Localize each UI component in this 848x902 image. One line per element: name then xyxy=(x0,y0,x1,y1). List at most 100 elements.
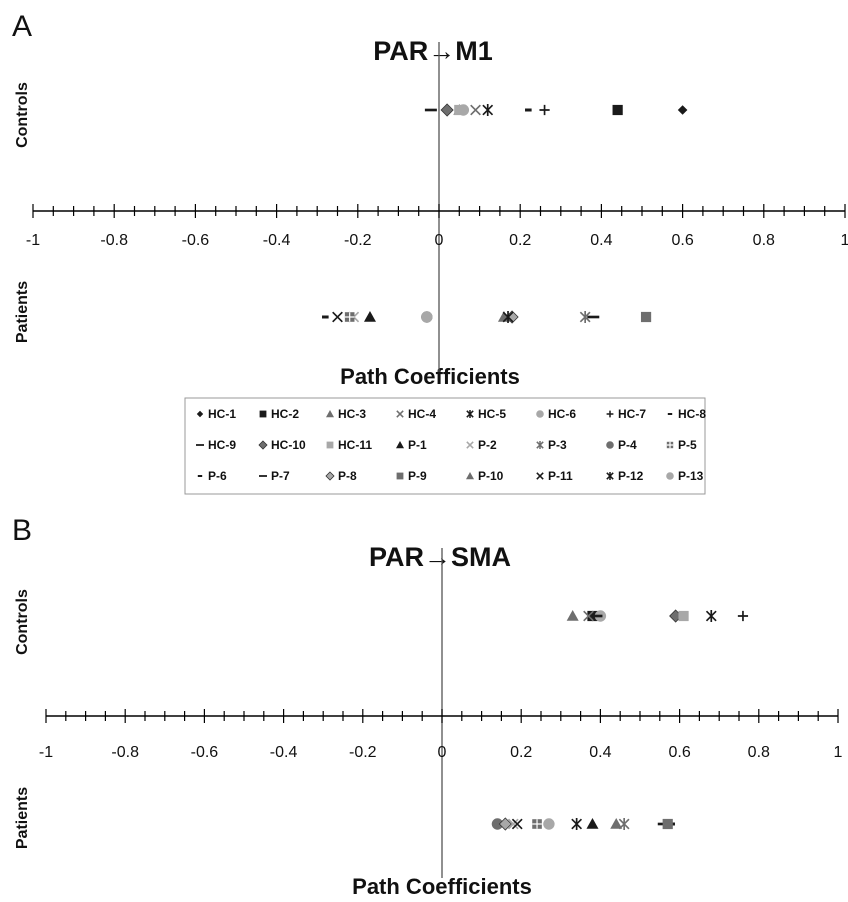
panel-a-marks xyxy=(322,103,688,324)
legend-label-p-10: P-10 xyxy=(478,469,504,483)
panel-a-tick-label: 1 xyxy=(841,232,848,249)
panel-b-patients-label: Patients xyxy=(14,787,31,849)
panel-b-point-p-9 xyxy=(662,818,673,830)
panel-a-point-p-6 xyxy=(322,315,329,319)
legend-item-p-1: P-1 xyxy=(396,438,427,452)
panel-a-axes: -1 -0.8 -0.6 -0.4 -0.2 0 0.2 0.4 0.6 0.8 1 xyxy=(26,42,848,372)
legend-marker-p-12 xyxy=(606,472,614,480)
legend-label-hc-4: HC-4 xyxy=(408,407,436,421)
panel-b-tick-label: -1 xyxy=(39,744,53,761)
legend-item-hc-1: HC-1 xyxy=(196,407,236,421)
legend-marker-hc-9 xyxy=(196,444,204,446)
panel-b-tick-label: 1 xyxy=(834,744,843,761)
panel-a-point-hc-10 xyxy=(440,103,454,117)
panel-b-tick-label: 0.2 xyxy=(510,744,532,761)
panel-a-point-hc-4 xyxy=(470,104,481,116)
legend-label-p-7: P-7 xyxy=(271,469,290,483)
legend-item-hc-10: HC-10 xyxy=(258,438,306,452)
panel-b-tick-label: 0.6 xyxy=(668,744,690,761)
legend-item-p-10: P-10 xyxy=(466,469,504,483)
legend-marker-p-1 xyxy=(396,441,404,449)
panel-letter-a: A xyxy=(12,10,32,43)
legend-marker-p-11 xyxy=(536,472,544,480)
legend-label-p-8: P-8 xyxy=(338,469,357,483)
panel-b-point-hc-7 xyxy=(737,610,749,622)
legend-marker-p-5 xyxy=(666,441,674,449)
legend-marker-p-9 xyxy=(396,472,404,480)
legend-label-hc-6: HC-6 xyxy=(548,407,576,421)
panel-a-tick-label: 0.2 xyxy=(509,232,531,249)
legend-marker-hc-10 xyxy=(258,440,268,450)
panel-b-point-p-2 xyxy=(507,818,519,830)
panel-b-xlabel: Path Coefficients xyxy=(352,874,532,899)
panel-a-point-p-3 xyxy=(579,311,591,323)
legend-label-p-5: P-5 xyxy=(678,438,697,452)
panel-a-point-p-9 xyxy=(640,311,652,323)
panel-a-tick-label: -0.8 xyxy=(100,232,128,249)
panel-b-point-hc-11 xyxy=(678,610,689,622)
legend-item-hc-4: HC-4 xyxy=(396,407,436,421)
legend-label-hc-11: HC-11 xyxy=(338,438,372,452)
legend-marker-hc-6 xyxy=(536,410,544,418)
panel-b-tick-label: -0.2 xyxy=(349,744,377,761)
legend: HC-1 HC-2 HC-3 HC-4 HC-5 HC-6 HC-7 HC-8 HC-9 HC-1… xyxy=(184,397,706,495)
panel-b-point-p-12 xyxy=(571,818,583,830)
panel-b-point-p-4 xyxy=(491,818,504,830)
legend-marker-hc-7 xyxy=(606,410,614,418)
legend-marker-hc-2 xyxy=(259,410,267,418)
panel-a-tick-label: 0.8 xyxy=(753,232,775,249)
panel-a-title: PAR→M1 xyxy=(373,36,493,66)
legend-item-hc-3: HC-3 xyxy=(326,407,366,421)
panel-a: A PAR→M1 Controls Patients Path Coeffici… xyxy=(12,10,848,389)
legend-label-p-2: P-2 xyxy=(478,438,497,452)
legend-item-p-5: P-5 xyxy=(666,438,697,452)
legend-marker-p-7 xyxy=(259,475,267,477)
legend-marker-p-10 xyxy=(466,472,474,480)
panel-a-patients-label: Patients xyxy=(14,281,31,343)
panel-a-tick-label: 0 xyxy=(435,232,444,249)
panel-b-point-hc-9 xyxy=(590,614,603,618)
panel-b-point-hc-5 xyxy=(705,610,717,622)
legend-label-p-9: P-9 xyxy=(408,469,427,483)
panel-b-tick-label: -0.8 xyxy=(111,744,139,761)
legend-item-hc-9: HC-9 xyxy=(196,438,236,452)
panel-a-point-hc-1 xyxy=(677,105,688,115)
panel-a-tick-label: -0.6 xyxy=(182,232,210,249)
legend-item-p-3: P-3 xyxy=(536,438,567,452)
panel-a-point-hc-7 xyxy=(539,104,550,116)
legend-marker-p-2 xyxy=(466,441,474,449)
panel-a-tick-label: -0.4 xyxy=(263,232,291,249)
legend-label-p-6: P-6 xyxy=(208,469,227,483)
legend-label-p-12: P-12 xyxy=(618,469,644,483)
legend-marker-hc-5 xyxy=(466,410,474,418)
legend-label-hc-8: HC-8 xyxy=(678,407,706,421)
legend-label-p-3: P-3 xyxy=(548,438,567,452)
legend-marker-hc-4 xyxy=(396,410,404,418)
panel-b-tick-label: 0.8 xyxy=(748,744,770,761)
legend-item-p-7: P-7 xyxy=(259,469,290,483)
legend-item-hc-6: HC-6 xyxy=(536,407,576,421)
panel-b-point-p-5 xyxy=(532,819,542,829)
legend-item-p-4: P-4 xyxy=(606,438,637,452)
legend-item-p-6: P-6 xyxy=(197,469,227,483)
panel-b-title: PAR→SMA xyxy=(369,542,511,572)
legend-item-hc-11: HC-11 xyxy=(326,438,372,452)
panel-b-tick-label: -0.6 xyxy=(191,744,219,761)
legend-label-hc-1: HC-1 xyxy=(208,407,236,421)
legend-item-p-11: P-11 xyxy=(536,469,573,483)
legend-item-hc-2: HC-2 xyxy=(259,407,299,421)
panel-b-controls-label: Controls xyxy=(14,589,31,655)
legend-item-p-12: P-12 xyxy=(606,469,644,483)
legend-label-p-11: P-11 xyxy=(548,469,573,483)
panel-a-point-p-1 xyxy=(363,311,376,322)
legend-item-p-2: P-2 xyxy=(466,438,497,452)
panel-a-point-p-7 xyxy=(587,315,600,319)
panel-a-tick-label: 0.6 xyxy=(671,232,693,249)
legend-item-hc-7: HC-7 xyxy=(606,407,646,421)
panel-a-tick-label: -0.2 xyxy=(344,232,372,249)
panel-a-tick-label: 0.4 xyxy=(590,232,612,249)
legend-label-p-13: P-13 xyxy=(678,469,704,483)
panel-a-point-hc-11 xyxy=(454,104,465,116)
panel-b-marks xyxy=(491,609,749,831)
